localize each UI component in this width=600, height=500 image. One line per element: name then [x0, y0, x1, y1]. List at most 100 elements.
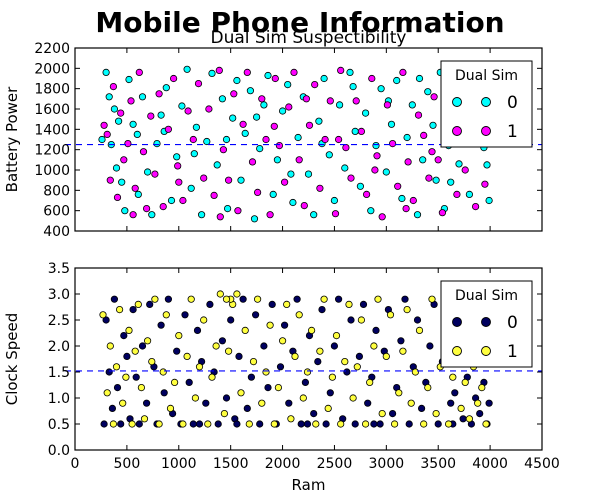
data-point	[331, 210, 340, 218]
data-point	[278, 107, 287, 115]
figure-title: Mobile Phone Information	[95, 6, 504, 39]
legend-title: Dual Sim	[455, 68, 518, 84]
axes-frame	[74, 47, 543, 232]
data-point	[483, 161, 491, 169]
data-point	[127, 97, 135, 105]
y-tick-label: 1000	[34, 163, 70, 179]
data-point	[361, 109, 370, 117]
data-point	[352, 97, 360, 105]
data-point	[345, 300, 353, 308]
legend-marker	[481, 97, 491, 107]
data-point	[179, 420, 187, 428]
data-point	[102, 316, 110, 324]
y-tick-label: 1.5	[48, 365, 70, 381]
data-point	[320, 295, 328, 303]
legend-marker	[452, 97, 462, 107]
data-point	[447, 399, 455, 407]
data-point	[121, 207, 129, 215]
data-point	[115, 117, 123, 125]
data-point	[222, 394, 231, 402]
data-point	[459, 415, 467, 423]
data-point	[476, 409, 484, 418]
data-point	[120, 331, 128, 340]
data-point	[164, 125, 172, 133]
data-point	[167, 196, 176, 205]
data-point	[444, 420, 453, 428]
data-point	[178, 102, 186, 110]
data-point	[314, 357, 322, 366]
data-point	[316, 347, 324, 355]
data-point	[349, 83, 357, 91]
data-point	[315, 117, 323, 125]
data-point	[403, 133, 411, 142]
data-point	[249, 357, 258, 366]
data-point	[105, 368, 113, 376]
data-point	[297, 420, 305, 428]
data-point	[386, 311, 395, 319]
data-point	[373, 152, 381, 160]
data-point	[192, 123, 200, 131]
data-point	[413, 316, 422, 324]
legend-entry-label: 1	[507, 342, 518, 362]
data-point	[330, 196, 338, 205]
data-point	[285, 103, 293, 111]
data-point	[253, 113, 261, 121]
data-point	[324, 404, 332, 412]
data-point	[310, 211, 318, 219]
data-point	[109, 420, 118, 428]
data-point	[117, 109, 125, 117]
data-point	[151, 295, 159, 303]
data-point	[173, 153, 181, 161]
data-point	[212, 342, 220, 350]
data-point	[285, 399, 293, 407]
x-tick-label: 4000	[472, 456, 508, 472]
data-point	[233, 76, 241, 85]
data-point	[140, 415, 149, 423]
data-point	[280, 178, 289, 186]
data-point	[395, 389, 403, 397]
data-point	[353, 363, 361, 371]
data-point	[351, 420, 359, 428]
series-dual-sim-1	[100, 66, 493, 221]
data-point	[325, 151, 333, 159]
data-point	[388, 140, 397, 148]
data-point	[337, 420, 345, 428]
data-point	[146, 300, 154, 308]
data-point	[334, 295, 343, 303]
data-point	[404, 158, 412, 166]
data-point	[332, 331, 341, 340]
data-point	[426, 342, 434, 350]
data-point	[200, 174, 208, 182]
data-point	[362, 190, 371, 198]
data-point	[357, 127, 365, 135]
data-point	[213, 161, 221, 169]
data-point	[303, 368, 312, 376]
data-point	[224, 205, 232, 213]
data-point	[424, 88, 432, 96]
data-point	[143, 399, 151, 407]
data-point	[135, 68, 143, 77]
data-point	[465, 415, 473, 423]
data-point	[124, 140, 132, 148]
x-tick-label: 3000	[369, 456, 405, 472]
data-point	[347, 316, 355, 324]
data-point	[131, 347, 139, 355]
data-point	[195, 363, 204, 371]
data-point	[125, 326, 133, 334]
data-point	[394, 182, 402, 190]
data-point	[451, 389, 459, 397]
y-tick-label: 3.0	[48, 287, 70, 303]
data-point	[301, 378, 309, 386]
data-point	[322, 420, 330, 428]
data-point	[264, 383, 272, 392]
data-point	[98, 135, 106, 144]
data-point	[278, 337, 287, 345]
data-point	[371, 166, 379, 174]
data-point	[274, 383, 282, 392]
data-point	[162, 311, 170, 319]
data-point	[429, 121, 437, 129]
data-point	[162, 84, 170, 92]
data-point	[372, 142, 380, 150]
data-point	[366, 378, 374, 386]
data-point	[222, 295, 231, 303]
